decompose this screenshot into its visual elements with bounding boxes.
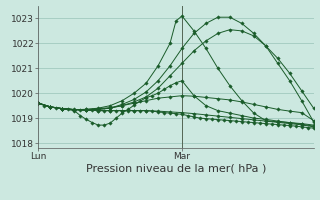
- X-axis label: Pression niveau de la mer( hPa ): Pression niveau de la mer( hPa ): [86, 164, 266, 174]
